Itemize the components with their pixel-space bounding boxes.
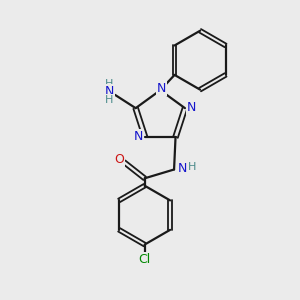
- Text: H: H: [188, 161, 196, 172]
- Text: N: N: [157, 82, 167, 95]
- Text: N: N: [178, 161, 187, 175]
- Text: H: H: [105, 79, 113, 89]
- Text: N: N: [104, 85, 114, 98]
- Text: Cl: Cl: [139, 254, 151, 266]
- Text: H: H: [105, 95, 113, 105]
- Text: N: N: [134, 130, 143, 143]
- Text: O: O: [114, 153, 124, 166]
- Text: N: N: [187, 101, 196, 114]
